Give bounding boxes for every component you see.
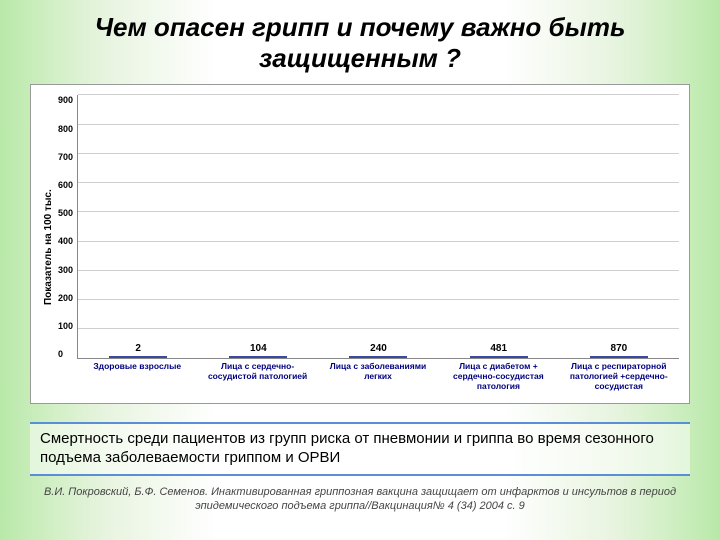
x-axis-label: Лица с респираторной патологией +сердечн… xyxy=(565,362,673,399)
x-axis-label: Лица с диабетом + сердечно-сосудистая па… xyxy=(444,362,552,399)
gridline xyxy=(78,211,679,212)
bar xyxy=(590,356,648,358)
gridline xyxy=(78,153,679,154)
chart-container: Показатель на 100 тыс. 0 100 200 300 400 500 6… xyxy=(30,84,690,404)
y-tick: 100 xyxy=(58,321,73,331)
gridline xyxy=(78,124,679,125)
x-axis-labels: Здоровые взрослые Лица с сердечно-сосудис… xyxy=(77,359,679,399)
bar-group: 240 xyxy=(324,343,432,358)
bar-group: 104 xyxy=(204,343,312,358)
bar-value-label: 2 xyxy=(135,343,141,354)
y-tick: 900 xyxy=(58,95,73,105)
bar-group: 2 xyxy=(84,343,192,358)
y-tick: 200 xyxy=(58,293,73,303)
y-tick: 400 xyxy=(58,236,73,246)
bar-value-label: 481 xyxy=(490,343,507,354)
y-axis-label: Показатель на 100 тыс. xyxy=(41,95,56,399)
bars-container: 2 104 240 481 870 xyxy=(78,95,679,358)
x-axis-label: Лица с заболеваниями легких xyxy=(324,362,432,399)
y-tick: 0 xyxy=(58,349,73,359)
bar-group: 870 xyxy=(565,343,673,358)
y-axis-ticks: 0 100 200 300 400 500 600 700 800 900 xyxy=(56,95,77,399)
x-axis-label: Лица с сердечно-сосудистой патологией xyxy=(203,362,311,399)
y-tick: 500 xyxy=(58,208,73,218)
bar xyxy=(229,356,287,358)
y-tick: 800 xyxy=(58,124,73,134)
gridline xyxy=(78,270,679,271)
gridline xyxy=(78,241,679,242)
plot-area: 2 104 240 481 870 Здоровые взрослые Лица с се… xyxy=(77,95,679,399)
bar-value-label: 104 xyxy=(250,343,267,354)
gridline xyxy=(78,299,679,300)
bar-group: 481 xyxy=(445,343,553,358)
y-tick: 600 xyxy=(58,180,73,190)
gridline xyxy=(78,328,679,329)
gridline xyxy=(78,94,679,95)
bar xyxy=(109,356,167,358)
grid-area: 2 104 240 481 870 xyxy=(77,95,679,359)
y-tick: 700 xyxy=(58,152,73,162)
bar-value-label: 870 xyxy=(611,343,628,354)
gridline xyxy=(78,182,679,183)
bar xyxy=(349,356,407,358)
slide-title: Чем опасен грипп и почему важно быть защ… xyxy=(30,12,690,74)
subtitle-text: Смертность среди пациентов из групп риск… xyxy=(30,422,690,476)
bar-value-label: 240 xyxy=(370,343,387,354)
x-axis-label: Здоровые взрослые xyxy=(83,362,191,399)
y-tick: 300 xyxy=(58,265,73,275)
bar xyxy=(470,356,528,358)
citation-text: В.И. Покровский, Б.Ф. Семенов. Инактивир… xyxy=(30,486,690,514)
